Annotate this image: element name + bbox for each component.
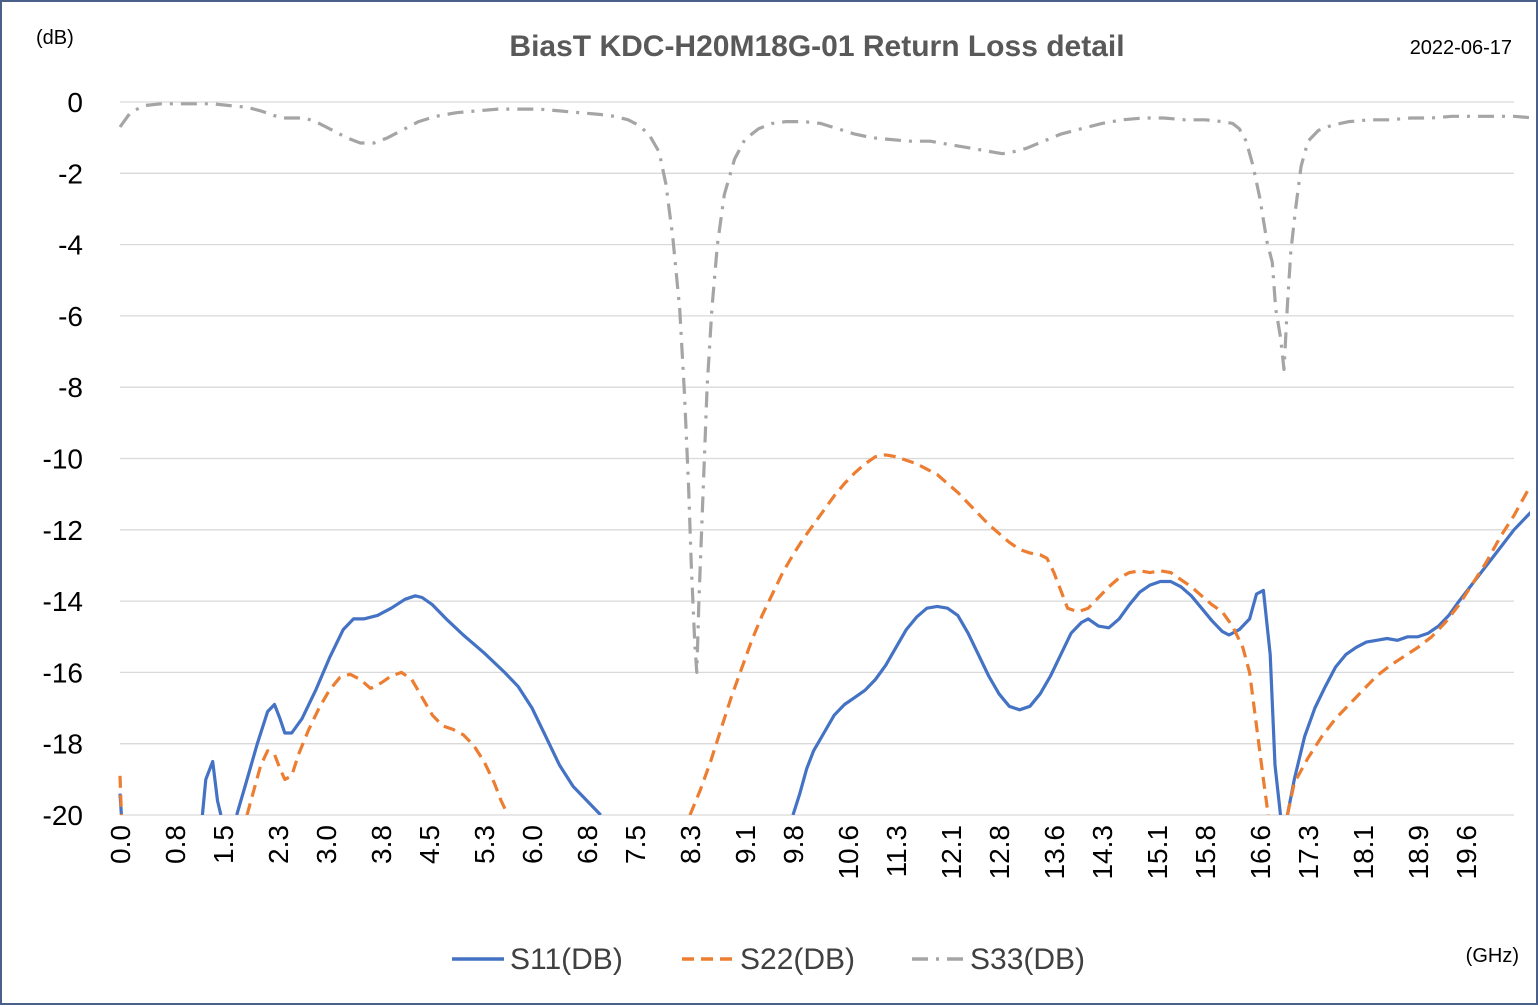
legend-label: S11(DB) bbox=[510, 943, 623, 976]
x-axis: 0.0 0.8 1.5 2.3 3.0 3.8 4.5 5.3 6.0 6.8 7.5 8.3 9.1 9… bbox=[105, 825, 1482, 880]
x-tick-label: 4.5 bbox=[414, 825, 445, 864]
series-line-s33db bbox=[118, 102, 1530, 674]
series-line-s22db bbox=[118, 453, 1530, 815]
x-tick-label: 14.3 bbox=[1087, 825, 1118, 880]
y-tick-label: -16 bbox=[43, 657, 83, 688]
chart-title: BiasT KDC-H20M18G-01 Return Loss detail bbox=[509, 30, 1124, 63]
x-tick-label: 18.9 bbox=[1403, 825, 1434, 880]
x-unit-label: (GHz) bbox=[1466, 945, 1519, 967]
x-tick-label: 12.1 bbox=[936, 825, 967, 880]
y-tick-label: -2 bbox=[58, 158, 83, 189]
x-tick-label: 12.8 bbox=[984, 825, 1015, 880]
x-tick-label: 13.6 bbox=[1039, 825, 1070, 880]
legend-label: S22(DB) bbox=[740, 943, 855, 976]
x-tick-label: 0.0 bbox=[105, 825, 136, 864]
y-tick-label: -12 bbox=[43, 515, 83, 546]
x-tick-label: 17.3 bbox=[1293, 825, 1324, 880]
x-tick-label: 19.6 bbox=[1451, 825, 1482, 880]
y-tick-label: -10 bbox=[43, 444, 83, 475]
chart-date: 2022-06-17 bbox=[1410, 37, 1512, 59]
y-tick-label: 0 bbox=[67, 87, 83, 118]
x-tick-label: 9.1 bbox=[730, 825, 761, 864]
x-tick-label: 7.5 bbox=[620, 825, 651, 864]
x-tick-label: 6.0 bbox=[517, 825, 548, 864]
x-tick-label: 2.3 bbox=[263, 825, 294, 864]
plot-area bbox=[118, 102, 1530, 815]
y-tick-label: -8 bbox=[58, 372, 83, 403]
x-tick-label: 3.0 bbox=[311, 825, 342, 864]
x-tick-label: 18.1 bbox=[1348, 825, 1379, 880]
x-tick-label: 9.8 bbox=[778, 825, 809, 864]
x-tick-label: 8.3 bbox=[675, 825, 706, 864]
x-tick-label: 3.8 bbox=[366, 825, 397, 864]
y-tick-label: -18 bbox=[43, 729, 83, 760]
legend-label: S33(DB) bbox=[970, 943, 1085, 976]
y-tick-label: -20 bbox=[43, 800, 83, 831]
x-tick-label: 15.1 bbox=[1142, 825, 1173, 880]
y-tick-label: -14 bbox=[43, 586, 83, 617]
gridlines bbox=[120, 101, 1514, 816]
legend: S11(DB) S22(DB) S33(DB) bbox=[452, 943, 1085, 976]
x-tick-label: 6.8 bbox=[572, 825, 603, 864]
y-tick-label: -6 bbox=[58, 301, 83, 332]
x-tick-label: 15.8 bbox=[1190, 825, 1221, 880]
x-tick-label: 5.3 bbox=[469, 825, 500, 864]
x-tick-label: 16.6 bbox=[1245, 825, 1276, 880]
x-tick-label: 1.5 bbox=[208, 825, 239, 864]
y-unit-label: (dB) bbox=[36, 27, 74, 49]
y-axis: 0 -2 -4 -6 -8 -10 -12 -14 -16 -18 -20 bbox=[43, 87, 83, 831]
x-tick-label: 10.6 bbox=[833, 825, 864, 880]
x-tick-label: 0.8 bbox=[160, 825, 191, 864]
x-tick-label: 11.3 bbox=[881, 825, 912, 877]
y-tick-label: -4 bbox=[58, 230, 83, 261]
